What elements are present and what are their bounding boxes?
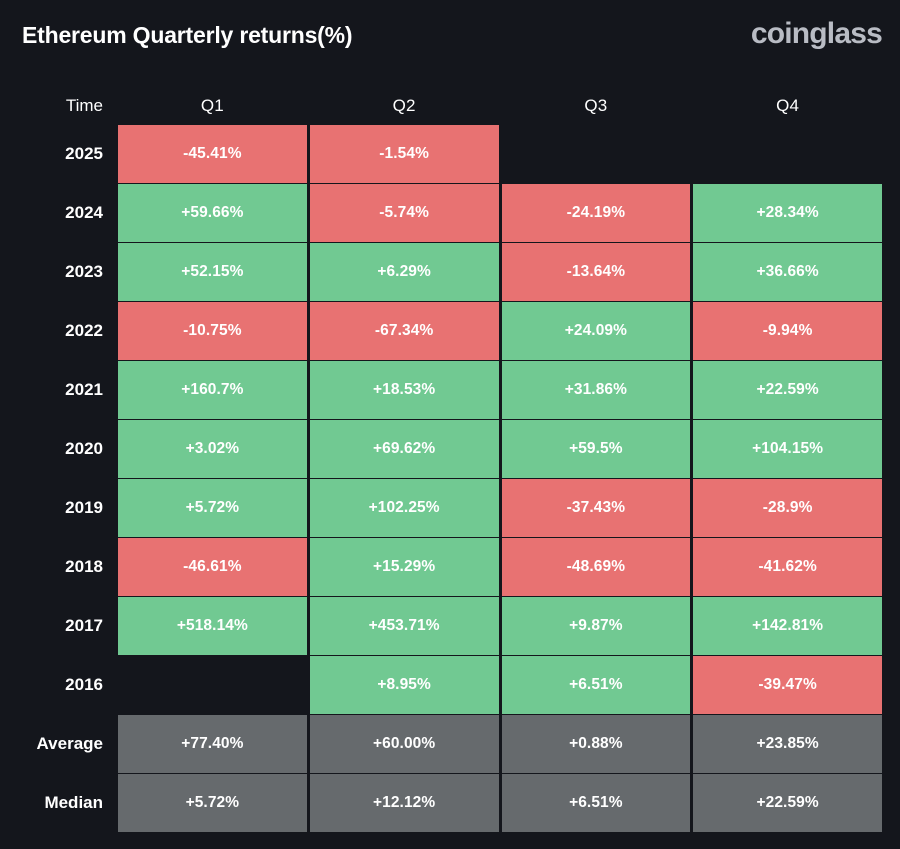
return-cell-median-q4: +22.59% (693, 774, 882, 832)
row-label-2017: 2017 (65, 616, 103, 635)
return-cell-2020-q1: +3.02% (118, 420, 307, 478)
return-cell-2017-q1: +518.14% (118, 597, 307, 655)
row-spacer (103, 184, 118, 242)
table-row: Median +5.72% +12.12% +6.51% +22.59% (0, 774, 900, 832)
return-cell-2018-q1: -46.61% (118, 538, 307, 596)
return-cell-2018-q3: -48.69% (501, 538, 691, 596)
row-label-2019: 2019 (65, 498, 103, 517)
coinglass-logo: coinglass (750, 17, 883, 50)
row-label-2025: 2025 (65, 144, 103, 163)
return-cell-2022-q2: -67.34% (309, 302, 499, 360)
page-title: Ethereum Quarterly returns(%) (22, 22, 353, 48)
return-cell-2016-q1 (118, 656, 307, 714)
return-cell-2016-q4: -39.47% (693, 656, 882, 714)
return-cell-2017-q3: +9.87% (501, 597, 691, 655)
row-label-2023: 2023 (65, 262, 103, 281)
return-cell-2022-q4: -9.94% (693, 302, 882, 360)
return-cell-average-q4: +23.85% (693, 715, 882, 773)
row-label-median: Median (44, 793, 103, 812)
row-label-2016: 2016 (65, 675, 103, 694)
return-cell-2016-q3: +6.51% (501, 656, 691, 714)
return-cell-median-q2: +12.12% (309, 774, 499, 832)
row-label-2018: 2018 (65, 557, 103, 576)
table-row: 2020 +3.02% +69.62% +59.5% +104.15% (0, 420, 900, 478)
column-header-q4: Q4 (776, 96, 800, 115)
return-cell-2021-q3: +31.86% (501, 361, 691, 419)
return-cell-2022-q1: -10.75% (118, 302, 307, 360)
row-label-2020: 2020 (65, 439, 103, 458)
column-header-q2: Q2 (392, 96, 416, 115)
row-spacer (103, 538, 118, 596)
page-header: Ethereum Quarterly returns(%) coinglass (0, 0, 900, 78)
return-cell-2022-q3: +24.09% (501, 302, 691, 360)
return-cell-average-q2: +60.00% (309, 715, 499, 773)
return-cell-median-q3: +6.51% (501, 774, 691, 832)
return-cell-2023-q4: +36.66% (693, 243, 882, 301)
table-row: 2024 +59.66% -5.74% -24.19% +28.34% (0, 184, 900, 242)
table-row: 2018 -46.61% +15.29% -48.69% -41.62% (0, 538, 900, 596)
column-header-q1: Q1 (200, 96, 224, 115)
table-row: Average +77.40% +60.00% +0.88% +23.85% (0, 715, 900, 773)
return-cell-2025-q1: -45.41% (118, 125, 307, 183)
row-spacer (103, 597, 118, 655)
row-spacer (103, 774, 118, 832)
header-spacer (103, 88, 118, 124)
row-label-average: Average (36, 734, 103, 753)
return-cell-2023-q3: -13.64% (501, 243, 691, 301)
row-spacer (103, 125, 118, 183)
quarterly-returns-table: Time Q1 Q2 Q3 Q4 2025 -45.41% -1.54% 2024 +59.66%… (0, 88, 900, 833)
return-cell-2018-q4: -41.62% (693, 538, 882, 596)
table-row: 2016 +8.95% +6.51% -39.47% (0, 656, 900, 714)
table-header-row: Time Q1 Q2 Q3 Q4 (0, 88, 900, 124)
table-row: 2019 +5.72% +102.25% -37.43% -28.9% (0, 479, 900, 537)
return-cell-2016-q2: +8.95% (309, 656, 499, 714)
row-spacer (103, 420, 118, 478)
return-cell-2023-q2: +6.29% (309, 243, 499, 301)
table-row: 2025 -45.41% -1.54% (0, 125, 900, 183)
table-row: 2017 +518.14% +453.71% +9.87% +142.81% (0, 597, 900, 655)
row-spacer (103, 302, 118, 360)
return-cell-average-q1: +77.40% (118, 715, 307, 773)
row-spacer (103, 715, 118, 773)
return-cell-2018-q2: +15.29% (309, 538, 499, 596)
return-cell-2017-q4: +142.81% (693, 597, 882, 655)
return-cell-2020-q3: +59.5% (501, 420, 691, 478)
row-spacer (103, 656, 118, 714)
return-cell-2021-q1: +160.7% (118, 361, 307, 419)
return-cell-2019-q3: -37.43% (501, 479, 691, 537)
row-label-2022: 2022 (65, 321, 103, 340)
return-cell-2021-q4: +22.59% (693, 361, 882, 419)
return-cell-2023-q1: +52.15% (118, 243, 307, 301)
return-cell-2019-q1: +5.72% (118, 479, 307, 537)
table-row: 2022 -10.75% -67.34% +24.09% -9.94% (0, 302, 900, 360)
row-label-2021: 2021 (65, 380, 103, 399)
table-row: 2021 +160.7% +18.53% +31.86% +22.59% (0, 361, 900, 419)
return-cell-2019-q2: +102.25% (309, 479, 499, 537)
return-cell-2021-q2: +18.53% (309, 361, 499, 419)
return-cell-2025-q4 (693, 125, 882, 183)
row-label-2024: 2024 (65, 203, 103, 222)
return-cell-2025-q3 (502, 125, 691, 183)
return-cell-2024-q1: +59.66% (118, 184, 307, 242)
column-header-q3: Q3 (584, 96, 608, 115)
table-row: 2023 +52.15% +6.29% -13.64% +36.66% (0, 243, 900, 301)
row-spacer (103, 479, 118, 537)
return-cell-2024-q2: -5.74% (309, 184, 499, 242)
column-header-time: Time (65, 96, 103, 115)
return-cell-median-q1: +5.72% (118, 774, 307, 832)
return-cell-2025-q2: -1.54% (309, 125, 499, 183)
return-cell-2024-q3: -24.19% (501, 184, 691, 242)
row-spacer (103, 243, 118, 301)
return-cell-average-q3: +0.88% (501, 715, 691, 773)
return-cell-2017-q2: +453.71% (309, 597, 499, 655)
return-cell-2020-q4: +104.15% (693, 420, 882, 478)
return-cell-2024-q4: +28.34% (693, 184, 882, 242)
return-cell-2020-q2: +69.62% (309, 420, 499, 478)
row-spacer (103, 361, 118, 419)
row-divider (0, 832, 900, 833)
return-cell-2019-q4: -28.9% (693, 479, 882, 537)
